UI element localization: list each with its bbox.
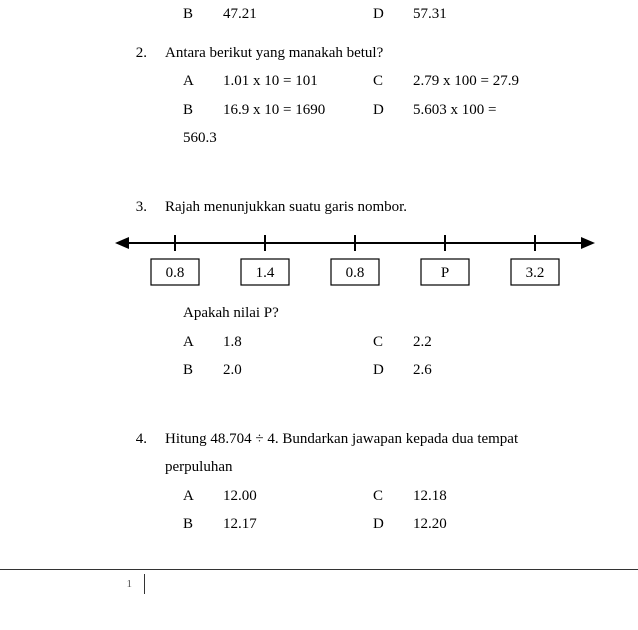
question-number: 4. bbox=[20, 425, 165, 482]
page-number: 1 bbox=[0, 574, 145, 595]
option-value: 12.00 bbox=[223, 482, 373, 511]
number-line-box: P bbox=[441, 265, 449, 281]
q3-options-row2: B 2.0 D 2.6 bbox=[183, 356, 618, 385]
question-prompt: Apakah nilai P? bbox=[183, 299, 279, 328]
option-label: D bbox=[373, 356, 413, 385]
option-label: A bbox=[183, 482, 223, 511]
option-value: 47.21 bbox=[223, 0, 373, 29]
option-value: 5.603 x 100 = bbox=[413, 96, 573, 125]
option-value: 57.31 bbox=[413, 0, 573, 29]
option-label: D bbox=[373, 510, 413, 539]
option-value: 2.6 bbox=[413, 356, 573, 385]
q4-options-row1: A 12.00 C 12.18 bbox=[183, 482, 618, 511]
question-text: Hitung 48.704 ÷ 4. Bundarkan jawapan kep… bbox=[165, 425, 525, 482]
option-value-cont: 560.3 bbox=[183, 124, 333, 153]
option-label: B bbox=[183, 510, 223, 539]
question-3: 3. Rajah menunjukkan suatu garis nombor. bbox=[20, 193, 618, 222]
option-label: B bbox=[183, 356, 223, 385]
option-label: D bbox=[373, 0, 413, 29]
option-label: B bbox=[183, 0, 223, 29]
number-line-box: 0.8 bbox=[166, 265, 185, 281]
option-label: C bbox=[373, 328, 413, 357]
number-line-diagram: 0.8 1.4 0.8 P 3.2 bbox=[115, 229, 595, 291]
question-text: Rajah menunjukkan suatu garis nombor. bbox=[165, 193, 618, 222]
option-value: 1.01 x 10 = 101 bbox=[223, 67, 373, 96]
q1-options-row2: B 47.21 D 57.31 bbox=[183, 0, 618, 29]
page-footer: 1 bbox=[0, 569, 638, 595]
question-2: 2. Antara berikut yang manakah betul? bbox=[20, 39, 618, 68]
option-label: C bbox=[373, 482, 413, 511]
option-label: A bbox=[183, 328, 223, 357]
question-text: Antara berikut yang manakah betul? bbox=[165, 39, 618, 68]
option-value: 12.18 bbox=[413, 482, 573, 511]
option-value: 2.0 bbox=[223, 356, 373, 385]
option-label: D bbox=[373, 96, 413, 125]
question-number: 3. bbox=[20, 193, 165, 222]
q4-options-row2: B 12.17 D 12.20 bbox=[183, 510, 618, 539]
option-value: 12.17 bbox=[223, 510, 373, 539]
number-line-box: 3.2 bbox=[526, 265, 545, 281]
option-value: 16.9 x 10 = 1690 bbox=[223, 96, 373, 125]
option-value: 1.8 bbox=[223, 328, 373, 357]
number-line-box: 0.8 bbox=[346, 265, 365, 281]
q2-options-row2: B 16.9 x 10 = 1690 D 5.603 x 100 = bbox=[183, 96, 618, 125]
q2-options-row3: 560.3 bbox=[183, 124, 618, 153]
option-label: B bbox=[183, 96, 223, 125]
question-number: 2. bbox=[20, 39, 165, 68]
option-value: 2.2 bbox=[413, 328, 573, 357]
q2-options-row1: A 1.01 x 10 = 101 C 2.79 x 100 = 27.9 bbox=[183, 67, 618, 96]
footer-text bbox=[145, 574, 157, 595]
option-value: 2.79 x 100 = 27.9 bbox=[413, 67, 573, 96]
q3-prompt: Apakah nilai P? bbox=[183, 299, 618, 328]
option-value: 12.20 bbox=[413, 510, 573, 539]
option-label: C bbox=[373, 67, 413, 96]
number-line-box: 1.4 bbox=[256, 265, 275, 281]
page: B 47.21 D 57.31 2. Antara berikut yang m… bbox=[0, 0, 638, 539]
question-4: 4. Hitung 48.704 ÷ 4. Bundarkan jawapan … bbox=[20, 425, 618, 482]
q3-options-row1: A 1.8 C 2.2 bbox=[183, 328, 618, 357]
option-label: A bbox=[183, 67, 223, 96]
